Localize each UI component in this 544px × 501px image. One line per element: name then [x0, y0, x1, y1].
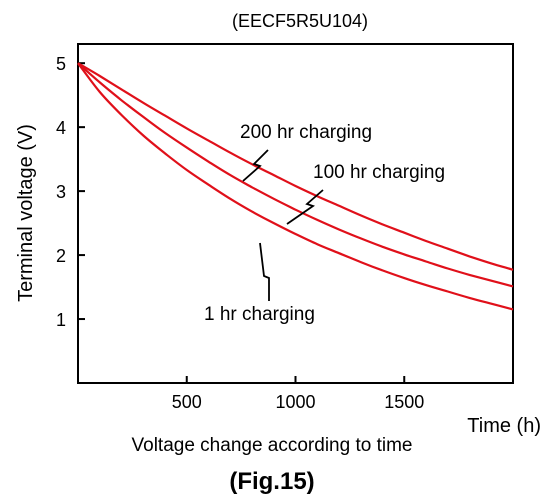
- y-tick-label: 5: [56, 54, 66, 74]
- x-tick-label: 500: [172, 392, 202, 412]
- series-lines: [77, 62, 514, 311]
- y-axis-label: Terminal voltage (V): [15, 124, 37, 302]
- x-axis-label: Time (h): [467, 415, 541, 437]
- series-line-200-hr-charging: [77, 62, 514, 271]
- series-label-200-hr-charging: 200 hr charging: [240, 122, 372, 143]
- figure-label: (Fig.15): [229, 468, 314, 495]
- series-line-1-hr-charging: [77, 62, 514, 311]
- chart-title: (EECF5R5U104): [232, 11, 368, 31]
- x-tick-label: 1000: [275, 392, 315, 412]
- chart-caption: Voltage change according to time: [132, 435, 413, 456]
- series-leader-1-hr-charging: [259, 242, 270, 301]
- x-axis-ticks: 500 1000 1500: [172, 376, 424, 412]
- y-tick-label: 3: [56, 182, 66, 202]
- y-tick-label: 4: [56, 118, 66, 138]
- series-label-1-hr-charging: 1 hr charging: [204, 304, 315, 325]
- series-annotations: 200 hr charging 100 hr charging 1 hr charg…: [204, 122, 445, 325]
- series-leader-200-hr-charging: [242, 149, 269, 182]
- series-leader-100-hr-charging: [286, 189, 324, 225]
- series-line-100-hr-charging: [77, 62, 514, 288]
- y-tick-label: 1: [56, 310, 66, 330]
- plot-frame: [77, 43, 514, 384]
- y-tick-label: 2: [56, 246, 66, 266]
- x-tick-label: 1500: [384, 392, 424, 412]
- series-label-100-hr-charging: 100 hr charging: [313, 162, 445, 183]
- y-axis-ticks: 1 2 3 4 5: [56, 54, 85, 330]
